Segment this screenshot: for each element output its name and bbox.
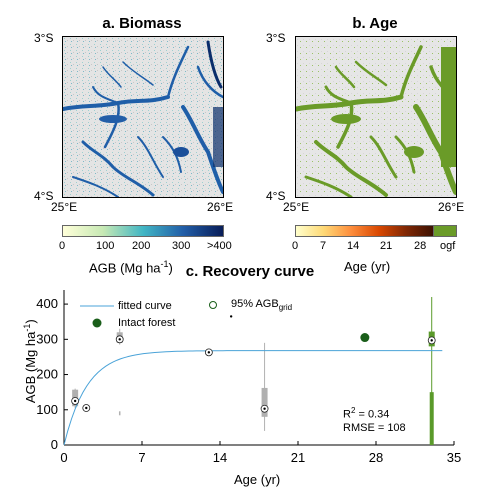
- age-colorbar-tick: 7: [320, 240, 327, 252]
- biomass-map-image: [63, 37, 223, 197]
- y-tick-label: 400: [36, 296, 58, 311]
- age-colorbar-ogf-swatch: [433, 225, 457, 237]
- biomass-colorbar-tick: 200: [132, 240, 151, 252]
- age-colorbar-tick: 0: [292, 240, 299, 252]
- biomass-colorbar-tick: 100: [96, 240, 115, 252]
- box-body: [261, 387, 268, 417]
- x-tick-label: 7: [138, 450, 145, 465]
- biomass-colorbar-tick: 0: [59, 240, 66, 252]
- legend-intact-swatch: [92, 318, 102, 328]
- biomass-colorbar-tick: >400: [207, 240, 232, 252]
- y-tick-label: 200: [36, 367, 58, 382]
- r2-stat: R2 = 0.34: [343, 406, 390, 421]
- age-map-image: [296, 37, 456, 197]
- rmse-stat: RMSE = 108: [343, 422, 406, 434]
- agb-point-dot: [118, 338, 121, 341]
- x-tick-label: 14: [213, 450, 227, 465]
- y-tick-label: 0: [51, 437, 58, 452]
- age-colorbar-tick: 28: [414, 240, 427, 252]
- age-lat-bottom-label: 4°S: [266, 189, 286, 203]
- age-colorbar-label: Age (yr): [344, 259, 391, 274]
- biomass-colorbar-label: AGB (Mg ha-1): [89, 259, 173, 276]
- fitted-curve-line: [63, 350, 443, 446]
- y-tick-label: 100: [36, 402, 58, 417]
- age-colorbar-tick: 21: [380, 240, 393, 252]
- biomass-panel-title: a. Biomass: [102, 15, 182, 32]
- x-tick-label: 28: [369, 450, 383, 465]
- x-tick-label: 0: [60, 450, 67, 465]
- biomass-lat-top-label: 3°S: [34, 31, 54, 45]
- age-colorbar-tick: ogf: [440, 240, 456, 252]
- biomass-lon-right-label: 26°E: [207, 200, 234, 214]
- legend-agb-label: 95% AGBgrid: [231, 298, 293, 313]
- agb-extra-point: [229, 315, 233, 318]
- y-tick-label: 300: [36, 331, 58, 346]
- age-map: [295, 36, 457, 198]
- x-tick-label: 35: [447, 450, 461, 465]
- biomass-lat-bottom-label: 4°S: [34, 189, 54, 203]
- x-axis-label: Age (yr): [234, 472, 281, 487]
- chart-title: c. Recovery curve: [185, 263, 315, 280]
- agb-point-dot: [263, 407, 266, 410]
- agb-point-dot: [207, 351, 211, 354]
- agb-point-dot: [73, 399, 77, 403]
- biomass-lon-left-label: 25°E: [51, 200, 78, 214]
- intact-forest-point: [360, 333, 370, 343]
- biomass-colorbar: [62, 225, 224, 237]
- x-tick-label: 21: [291, 450, 305, 465]
- biomass-colorbar-tick: 300: [172, 240, 191, 252]
- age-lat-top-label: 3°S: [266, 31, 286, 45]
- ogf-lower-band: [429, 392, 434, 445]
- legend-intact-label: Intact forest: [118, 317, 176, 329]
- age-panel-title: b. Age: [352, 15, 398, 32]
- legend-fitted-label: fitted curve: [118, 300, 172, 312]
- age-lon-right-label: 26°E: [438, 200, 465, 214]
- age-lon-left-label: 25°E: [283, 200, 310, 214]
- agb-point-dot: [85, 406, 88, 410]
- y-axis-label: AGB (Mg ha-1): [21, 319, 39, 404]
- biomass-map: [62, 36, 224, 198]
- legend-agb-swatch: [209, 301, 217, 309]
- agb-point-dot: [430, 339, 433, 342]
- age-colorbar-tick: 14: [347, 240, 360, 252]
